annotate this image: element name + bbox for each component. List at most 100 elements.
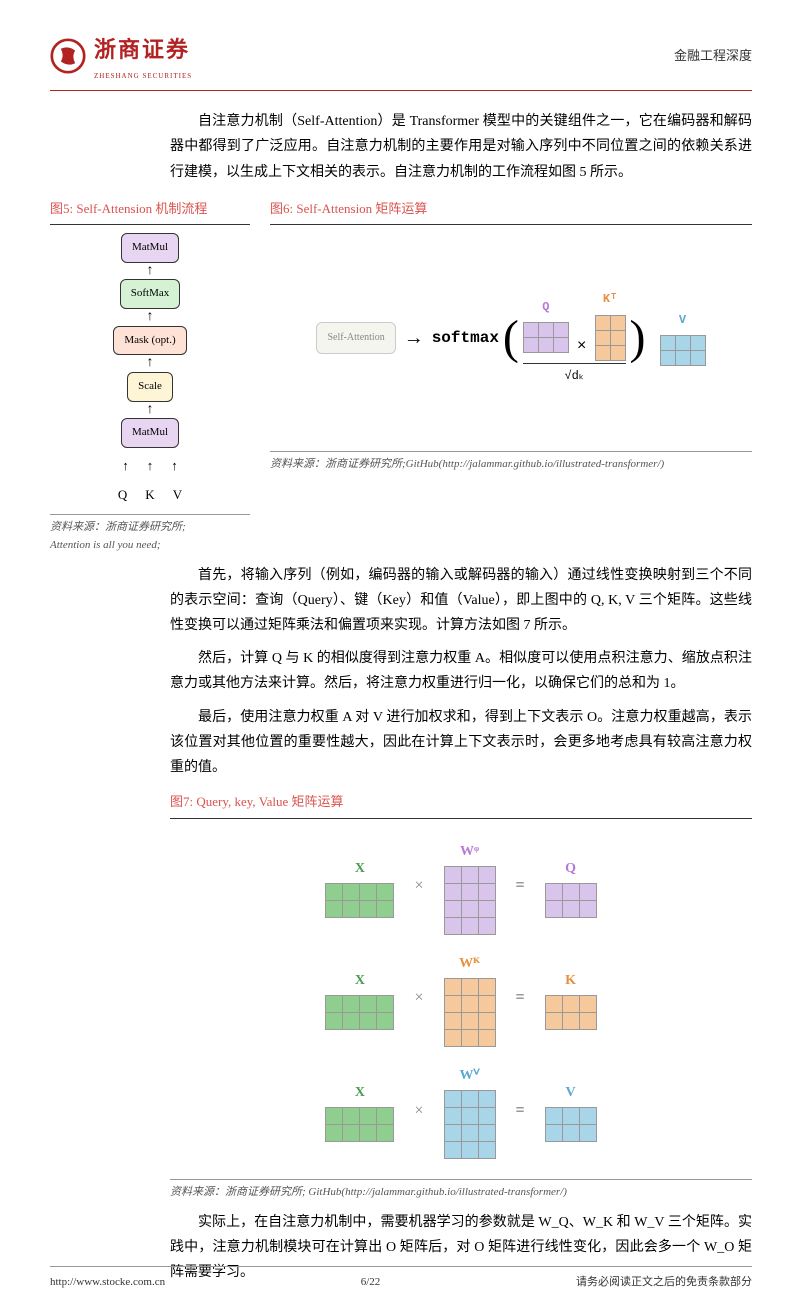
document-category: 金融工程深度 bbox=[674, 44, 752, 67]
self-attention-box: Self-Attention bbox=[316, 322, 395, 354]
x-matrix-group: X bbox=[325, 968, 394, 1030]
matrix bbox=[545, 1107, 597, 1142]
input-label: V bbox=[173, 483, 182, 506]
result-matrix-group: K bbox=[545, 968, 597, 1030]
x-label: X bbox=[355, 1080, 365, 1105]
figures-5-6-row: 图5: Self-Attension 机制流程 MatMul↑SoftMax↑M… bbox=[50, 197, 752, 555]
matrix bbox=[325, 883, 394, 918]
v-label: V bbox=[660, 310, 706, 332]
close-paren: ) bbox=[630, 319, 646, 357]
arrow-right-icon: → bbox=[404, 320, 424, 356]
figure-6-title: 图6: Self-Attension 矩阵运算 bbox=[270, 197, 752, 225]
page-footer: http://www.stocke.com.cn 6/22 请务必阅读正文之后的… bbox=[50, 1266, 752, 1293]
page: 浙商证券 ZHESHANG SECURITIES 金融工程深度 自注意力机制（S… bbox=[0, 0, 802, 1313]
fraction: Q × Kᵀ √dₖ bbox=[523, 289, 626, 387]
times-icon: × bbox=[414, 984, 423, 1013]
arrow-up-icon: ↑ bbox=[146, 406, 153, 414]
attention-input-labels: QKV bbox=[118, 483, 182, 506]
w-label: Wᵠ bbox=[460, 839, 479, 864]
arrow-up-icon: ↑ bbox=[122, 454, 129, 477]
matrix bbox=[595, 315, 626, 361]
arrow-up-icon: ↑ bbox=[147, 454, 154, 477]
v-matrix-group: V bbox=[660, 310, 706, 367]
equals-icon: = bbox=[516, 1097, 525, 1126]
paragraph-3: 然后，计算 Q 与 K 的相似度得到注意力权重 A。相似度可以使用点积注意力、缩… bbox=[170, 646, 752, 696]
paragraph-2: 首先，将输入序列（例如，编码器的输入或解码器的输入）通过线性变换映射到三个不同的… bbox=[170, 563, 752, 639]
input-label: Q bbox=[118, 483, 127, 506]
softmax-label: softmax bbox=[432, 324, 499, 353]
company-logo-icon bbox=[50, 38, 86, 74]
figure-5-source: 资料来源：浙商证券研究所; Attention is all you need; bbox=[50, 514, 250, 554]
figure-6: 图6: Self-Attension 矩阵运算 Self-Attention → s… bbox=[270, 197, 752, 555]
footer-disclaimer: 请务必阅读正文之后的免责条款部分 bbox=[576, 1273, 752, 1293]
softmax-formula: softmax(Q × Kᵀ √dₖ) V bbox=[432, 289, 706, 387]
attention-flow-box: MatMul bbox=[121, 418, 179, 448]
attention-flow-box: MatMul bbox=[121, 233, 179, 263]
attention-flow-box: Mask (opt.) bbox=[113, 326, 186, 356]
matrix bbox=[444, 866, 496, 935]
paragraph-4: 最后，使用注意力权重 A 对 V 进行加权求和，得到上下文表示 O。注意力权重越… bbox=[170, 705, 752, 781]
x-matrix-group: X bbox=[325, 856, 394, 918]
fraction-denominator: √dₖ bbox=[564, 364, 584, 388]
arrow-up-icon: ↑ bbox=[171, 454, 178, 477]
figure-7-title: 图7: Query, key, Value 矩阵运算 bbox=[170, 790, 752, 818]
result-label: K bbox=[565, 968, 576, 993]
footer-url: http://www.stocke.com.cn bbox=[50, 1273, 165, 1293]
matrix bbox=[325, 1107, 394, 1142]
attention-flow-box: SoftMax bbox=[120, 279, 181, 309]
x-label: X bbox=[355, 968, 365, 993]
equals-icon: = bbox=[516, 872, 525, 901]
w-matrix-group: Wᴷ bbox=[444, 951, 496, 1047]
w-matrix-group: Wⱽ bbox=[444, 1063, 496, 1159]
q-matrix-group: Q bbox=[523, 297, 569, 354]
kt-label: Kᵀ bbox=[595, 289, 626, 311]
input-label: K bbox=[145, 483, 154, 506]
qkv-row: X × Wⱽ = V bbox=[325, 1063, 596, 1159]
result-label: Q bbox=[565, 856, 576, 881]
figure-5-title: 图5: Self-Attension 机制流程 bbox=[50, 197, 250, 225]
result-label: V bbox=[565, 1080, 575, 1105]
result-matrix-group: Q bbox=[545, 856, 597, 918]
figure-7-body: X×Wᵠ=QX×Wᴷ=KX×Wⱽ=V bbox=[170, 827, 752, 1172]
k-matrix-group: Kᵀ bbox=[595, 289, 626, 361]
attention-flow-box: Scale bbox=[127, 372, 173, 402]
footer-page-number: 6/22 bbox=[361, 1273, 381, 1293]
figure-6-source: 资料来源：浙商证券研究所;GitHub(http://jalammar.gith… bbox=[270, 451, 752, 474]
matrix bbox=[523, 322, 569, 353]
figure-7: 图7: Query, key, Value 矩阵运算 X × Wᵠ = Q X × Wᴷ = K X… bbox=[170, 790, 752, 1202]
times-icon: × bbox=[414, 1097, 423, 1126]
open-paren: ( bbox=[503, 319, 519, 357]
times-icon: × bbox=[414, 872, 423, 901]
figure-5-source-2: Attention is all you need; bbox=[50, 537, 250, 555]
figure-5-source-1: 资料来源：浙商证券研究所; bbox=[50, 519, 250, 537]
figure-5-body: MatMul ↑ SoftMax ↑ Mask (opt.) ↑ Scale ↑ MatMul ↑… bbox=[50, 233, 250, 506]
times-icon: × bbox=[577, 332, 587, 361]
logo-text-block: 浙商证券 ZHESHANG SECURITIES bbox=[94, 30, 192, 82]
w-label: Wᴷ bbox=[459, 951, 480, 976]
x-label: X bbox=[355, 856, 365, 881]
qkv-row: X × Wᵠ = Q bbox=[325, 839, 596, 935]
w-matrix-group: Wᵠ bbox=[444, 839, 496, 935]
logo-block: 浙商证券 ZHESHANG SECURITIES bbox=[50, 30, 192, 82]
arrow-up-icon: ↑ bbox=[146, 267, 153, 275]
qkv-row: X×Wᴷ=K bbox=[325, 951, 596, 1047]
attention-input-arrows: ↑ ↑ ↑ bbox=[122, 454, 178, 477]
matrix bbox=[660, 335, 706, 366]
figure-7-source: 资料来源：浙商证券研究所; GitHub(http://jalammar.git… bbox=[170, 1179, 752, 1202]
arrow-up-icon: ↑ bbox=[146, 359, 153, 367]
figure-6-body: Self-Attention → softmax(Q × Kᵀ √dₖ) V bbox=[270, 233, 752, 443]
matrix bbox=[444, 1090, 496, 1159]
matrix bbox=[444, 978, 496, 1047]
q-label: Q bbox=[523, 297, 569, 319]
paragraph-1: 自注意力机制（Self-Attention）是 Transformer 模型中的… bbox=[170, 109, 752, 185]
matrix bbox=[325, 995, 394, 1030]
fraction-numerator: Q × Kᵀ bbox=[523, 289, 626, 363]
company-name-en: ZHESHANG SECURITIES bbox=[94, 70, 192, 83]
arrow-up-icon: ↑ bbox=[146, 313, 153, 321]
matrix bbox=[545, 883, 597, 918]
w-label: Wⱽ bbox=[459, 1063, 479, 1088]
figure-5: 图5: Self-Attension 机制流程 MatMul↑SoftMax↑M… bbox=[50, 197, 250, 555]
page-header: 浙商证券 ZHESHANG SECURITIES 金融工程深度 bbox=[50, 30, 752, 91]
company-name-cn: 浙商证券 bbox=[94, 30, 192, 70]
matrix bbox=[545, 995, 597, 1030]
